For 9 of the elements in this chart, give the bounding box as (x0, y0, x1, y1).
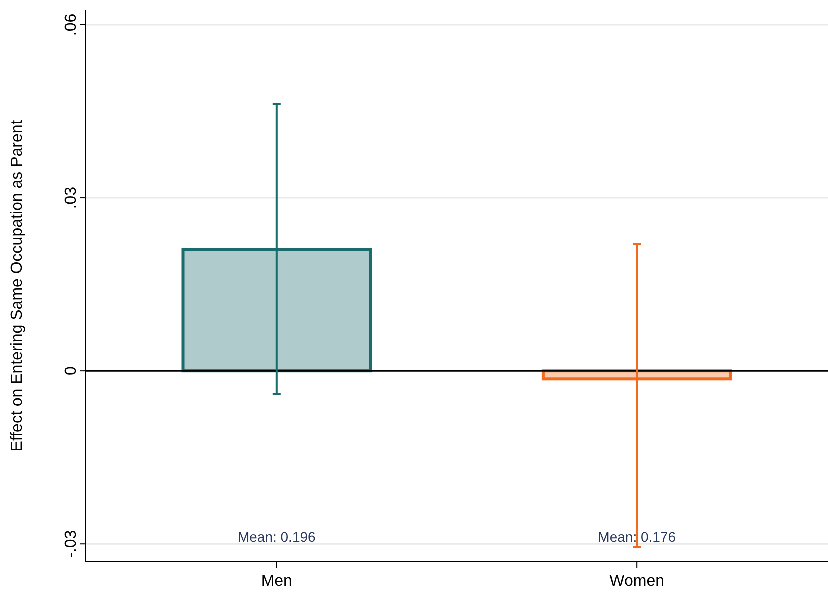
annotation: Mean: 0.196 (238, 529, 316, 545)
y-axis-title: Effect on Entering Same Occupation as Parent (9, 120, 26, 452)
y-tick-label: -.03 (63, 530, 80, 558)
annotation: Mean: 0.176 (598, 529, 676, 545)
y-tick-label: 0 (63, 366, 80, 376)
x-tick-label: Women (610, 573, 665, 590)
x-tick-label: Men (261, 573, 292, 590)
y-tick-label: .06 (63, 14, 80, 36)
y-tick-label: .03 (63, 186, 80, 210)
